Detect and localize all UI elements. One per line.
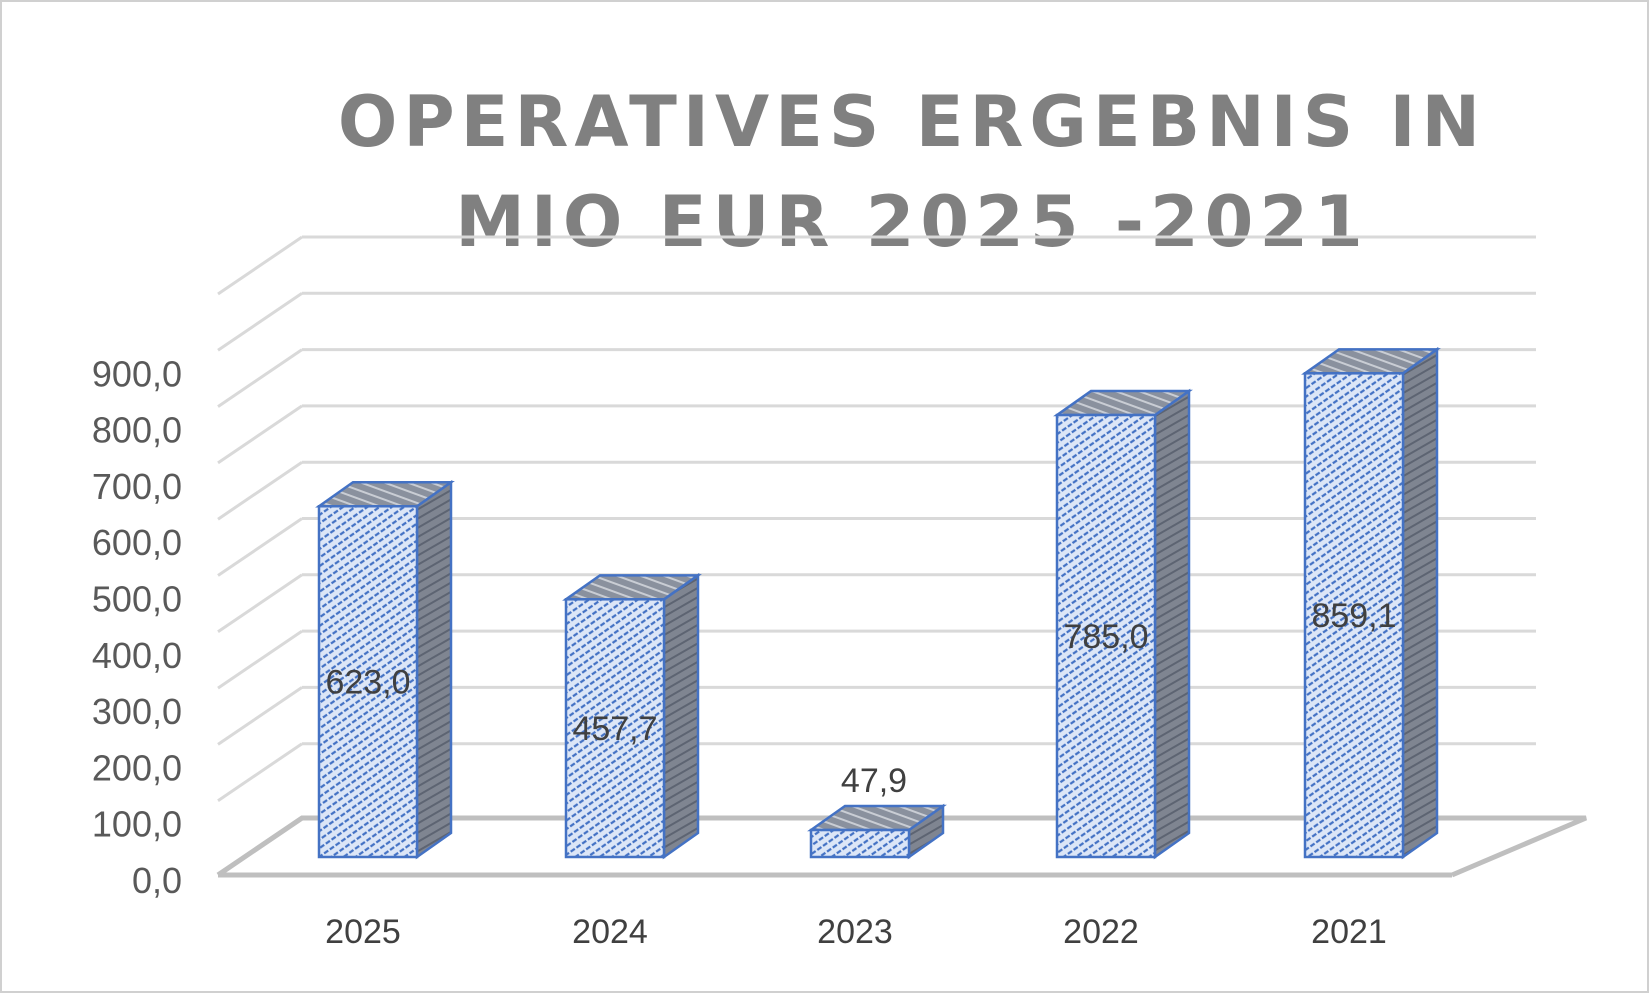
bar-2021: 859,1 [1305, 349, 1437, 857]
y-tick-label: 600,0 [92, 522, 182, 563]
bar-2024: 457,7 [566, 575, 698, 857]
y-tick-label: 100,0 [92, 804, 182, 845]
bar-2025: 623,0 [319, 482, 451, 857]
gridline-wall [218, 687, 302, 744]
bar-side [1155, 391, 1189, 857]
data-label-2025: 623,0 [325, 664, 410, 702]
x-category-label: 2024 [572, 913, 648, 951]
gridline-wall [218, 293, 302, 350]
bar-2022: 785,0 [1057, 391, 1189, 857]
gridline-wall [218, 744, 302, 801]
y-tick-label: 200,0 [92, 747, 182, 788]
gridline-wall [218, 462, 302, 519]
bars: 623,0 457,7 47,9 785,0 859,1 [319, 349, 1437, 857]
y-tick-label: 0,0 [132, 860, 182, 901]
y-tick-label: 700,0 [92, 466, 182, 507]
y-tick-label: 500,0 [92, 579, 182, 620]
data-label-2024: 457,7 [572, 710, 657, 748]
x-axis-categories: 2025 2024 2023 2022 2021 [325, 913, 1387, 951]
data-label-2022: 785,0 [1063, 618, 1148, 656]
x-category-label: 2021 [1311, 913, 1387, 951]
bar-side [417, 482, 451, 857]
y-tick-label: 900,0 [92, 353, 182, 394]
bar-2023: 47,9 [811, 762, 943, 857]
bar-side [664, 575, 698, 857]
bar-side [1403, 349, 1437, 857]
y-axis-ticks: 0,0 100,0 200,0 300,0 400,0 500,0 600,0 700,0 80… [92, 353, 182, 901]
gridline-wall [218, 350, 302, 407]
data-label-2023: 47,9 [841, 762, 907, 800]
x-category-label: 2022 [1063, 913, 1139, 951]
gridline-wall [218, 575, 302, 632]
x-category-label: 2023 [817, 913, 893, 951]
y-tick-label: 400,0 [92, 635, 182, 676]
x-category-label: 2025 [325, 913, 401, 951]
y-tick-label: 800,0 [92, 410, 182, 451]
bar-front [811, 830, 909, 857]
gridline-wall [218, 519, 302, 576]
gridline-wall [218, 631, 302, 688]
gridline-wall [218, 406, 302, 463]
data-label-2021: 859,1 [1311, 597, 1396, 635]
y-tick-label: 300,0 [92, 691, 182, 732]
gridline-wall [218, 237, 302, 294]
